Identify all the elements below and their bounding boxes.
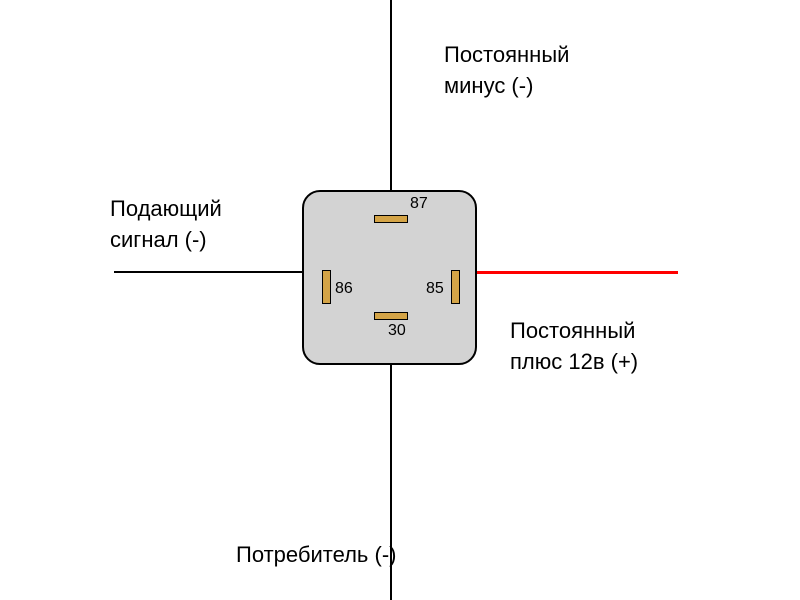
wire-top [390,0,392,213]
pin-label-85: 85 [426,280,444,298]
label-constant-plus-12v: Постоянный плюс 12в (+) [510,316,638,378]
pin-label-87: 87 [410,195,428,213]
relay-diagram: 87 86 85 30 Постоянный минус (-) Подающи… [0,0,800,600]
pin-86 [322,270,331,304]
label-signal-input: Подающий сигнал (-) [110,194,222,256]
label-consumer: Потребитель (-) [236,540,396,571]
wire-left [114,271,320,273]
pin-87 [374,215,408,223]
wire-right [458,271,678,274]
pin-label-30: 30 [388,322,406,340]
pin-30 [374,312,408,320]
pin-label-86: 86 [335,280,353,298]
pin-85 [451,270,460,304]
label-constant-minus: Постоянный минус (-) [444,40,569,102]
